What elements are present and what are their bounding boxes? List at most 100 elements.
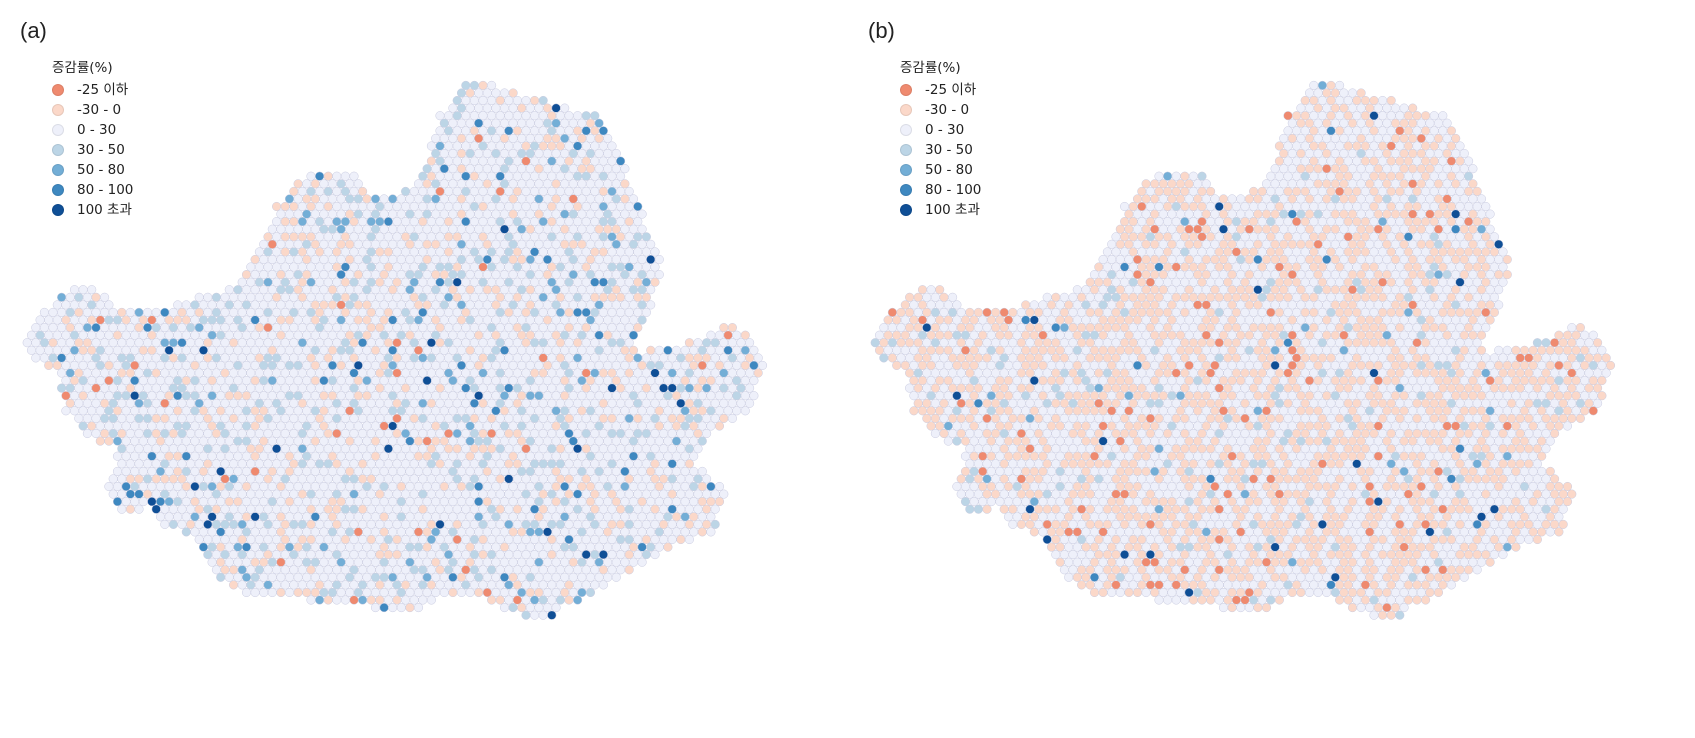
hex-cell <box>456 497 467 507</box>
hex-cell <box>125 338 135 348</box>
hex-cell <box>246 353 256 363</box>
hex-cell <box>452 262 462 272</box>
hex-cell <box>306 428 316 439</box>
hex-cell <box>340 201 350 212</box>
hex-cell <box>422 164 432 174</box>
hex-cell <box>250 345 260 355</box>
hex-cell <box>1352 292 1362 302</box>
hex-cell <box>130 345 140 355</box>
hex-cell <box>1347 315 1358 325</box>
hex-cell <box>1322 270 1332 280</box>
hex-cell <box>504 398 514 408</box>
hex-cell <box>641 353 651 363</box>
hex-cell <box>121 360 131 370</box>
hex-cell <box>323 565 333 575</box>
hex-cell <box>315 353 325 363</box>
hex-cell <box>491 497 501 507</box>
hex-cell <box>1347 209 1358 219</box>
hex-cell <box>168 307 178 317</box>
hex-cell <box>585 497 596 507</box>
hex-cell <box>676 398 686 408</box>
hex-cell <box>82 338 92 348</box>
hex-cell <box>564 186 574 196</box>
hex-cell <box>594 481 604 492</box>
hex-cell <box>241 587 252 598</box>
hex-cell <box>401 534 411 545</box>
hex-cell <box>469 413 479 423</box>
hex-cell <box>1429 217 1439 227</box>
hex-cell <box>491 103 501 113</box>
hex-cell <box>641 398 651 408</box>
hex-cell <box>628 527 639 537</box>
hex-cell <box>1425 285 1435 295</box>
hex-cell <box>1304 88 1315 98</box>
hex-cell <box>323 338 333 348</box>
hex-cell <box>1300 292 1310 302</box>
hex-cell <box>499 451 510 461</box>
hex-cell <box>259 406 269 416</box>
hex-cell <box>272 277 282 287</box>
hex-cell <box>289 550 299 560</box>
hex-cell <box>491 391 501 401</box>
hex-cell <box>646 542 656 552</box>
hex-cell <box>190 315 200 325</box>
hex-cell <box>1442 148 1452 159</box>
hex-cell <box>297 504 307 514</box>
hex-cell <box>650 383 660 393</box>
hex-cell <box>216 406 226 416</box>
hex-cell <box>491 239 501 249</box>
hex-cell <box>353 239 363 249</box>
hex-cell <box>392 428 402 439</box>
hex-cell <box>345 466 355 476</box>
hex-cell <box>315 292 325 302</box>
hex-cell <box>581 186 591 196</box>
hex-cell <box>186 519 196 529</box>
hex-cell <box>1416 194 1426 204</box>
hex-cell <box>654 542 664 552</box>
hex-cell <box>426 565 436 575</box>
hex-cell <box>504 428 514 439</box>
hex-cell <box>452 580 462 590</box>
hex-cell <box>336 285 346 295</box>
hex-cell <box>284 209 295 219</box>
hex-cell <box>323 186 333 196</box>
hex-cell <box>706 512 716 522</box>
hex-cell <box>487 353 497 363</box>
hex-cell <box>474 466 484 476</box>
hex-cell <box>534 557 544 567</box>
hex-cell <box>276 421 286 431</box>
hex-cell <box>504 217 514 227</box>
hex-cell <box>1137 247 1147 257</box>
hex-cell <box>1343 95 1353 106</box>
hex-cell <box>327 466 338 476</box>
hex-cell <box>431 270 441 280</box>
hex-cell <box>620 300 630 310</box>
hex-cell <box>241 421 252 431</box>
hex-cell <box>267 270 277 280</box>
hex-cell <box>1128 217 1138 227</box>
hex-cell <box>487 550 497 560</box>
hex-cell <box>336 587 346 598</box>
hex-cell <box>186 307 196 317</box>
hex-cell <box>504 519 514 529</box>
hex-cell <box>1292 232 1302 242</box>
hex-cell <box>1438 111 1448 121</box>
hex-cell <box>581 201 591 212</box>
hex-cell <box>1206 232 1216 242</box>
hex-cell <box>1167 209 1177 219</box>
hex-cell <box>65 307 75 317</box>
hex-cell <box>413 527 424 537</box>
hex-cell <box>336 254 346 265</box>
hex-cell <box>547 610 557 620</box>
hex-cell <box>1403 217 1413 227</box>
hex-cell <box>594 148 604 159</box>
hex-cell <box>555 262 565 272</box>
hex-cell <box>1287 118 1297 128</box>
hex-cell <box>143 489 153 499</box>
hex-cell <box>345 587 355 598</box>
hex-cell <box>1236 285 1246 295</box>
hex-cell <box>633 489 643 499</box>
hex-cell <box>521 398 531 408</box>
hex-cell <box>555 111 565 121</box>
hex-cell <box>302 330 312 340</box>
